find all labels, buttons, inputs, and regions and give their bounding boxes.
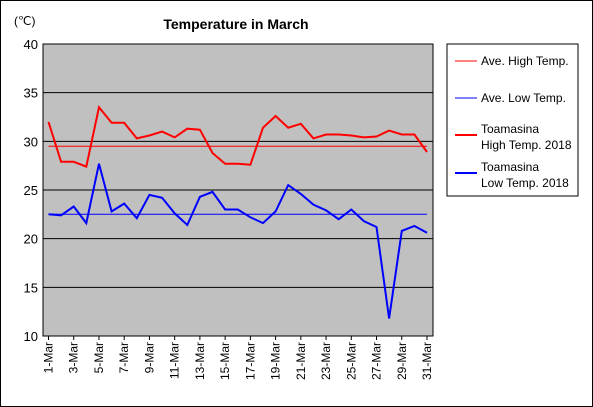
x-tick-label: 27-Mar (370, 342, 384, 380)
y-tick-label: 25 (24, 183, 38, 198)
x-tick-label: 17-Mar (243, 342, 257, 380)
x-tick-label: 21-Mar (294, 342, 308, 380)
y-tick-label: 10 (24, 329, 38, 344)
unit-label: (℃) (14, 14, 35, 28)
x-tick-label: 25-Mar (344, 342, 358, 380)
series-line-4 (48, 163, 428, 319)
x-tick-label: 3-Mar (67, 342, 81, 373)
y-tick-label: 40 (24, 37, 38, 52)
gridlines (43, 92, 433, 288)
y-tick-label: 35 (24, 86, 38, 101)
x-tick-label: 7-Mar (117, 342, 131, 373)
x-tick-label: 5-Mar (92, 342, 106, 373)
legend-label: Ave. Low Temp. (481, 91, 566, 105)
x-tick-label: 11-Mar (168, 342, 182, 379)
x-tick-label: 15-Mar (218, 342, 232, 380)
x-tick-label: 29-Mar (395, 342, 409, 380)
legend (446, 43, 579, 197)
series-line-3 (47, 105, 428, 168)
legend-label: Toamasina High Temp. 2018 (481, 122, 572, 152)
x-tick-label: 1-Mar (42, 342, 56, 373)
x-axis: 1-Mar 3-Mar 5-Mar 7-Mar 9-Mar 11-Mar 13-Mar 15-… (42, 336, 434, 380)
legend-entries: Ave. High Temp. Ave. Low Temp. Toamasina Hi… (455, 54, 572, 190)
x-tick-label: 31-Mar (420, 342, 434, 380)
y-tick-label: 20 (24, 232, 38, 247)
x-tick-label: 9-Mar (142, 342, 156, 373)
series-lines (47, 105, 428, 319)
x-tick-label: 23-Mar (319, 342, 333, 380)
legend-label: Toamasina Low Temp. 2018 (481, 160, 569, 190)
x-tick-label: 19-Mar (269, 342, 283, 380)
chart-title: Temperature in March (163, 16, 308, 32)
y-tick-label: 30 (24, 134, 38, 149)
legend-label: Ave. High Temp. (481, 54, 569, 68)
y-tick-label: 15 (24, 280, 38, 295)
x-tick-label: 13-Mar (193, 342, 207, 380)
y-axis: 10 15 20 25 30 35 40 (24, 37, 38, 344)
